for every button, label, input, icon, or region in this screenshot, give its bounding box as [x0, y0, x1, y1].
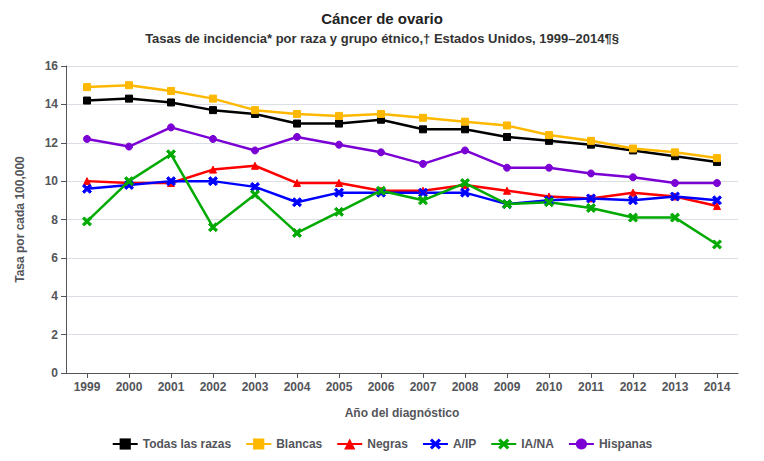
svg-text:Tasa por cada 100,000: Tasa por cada 100,000 [13, 156, 27, 283]
svg-text:Tasas de incidencia* por raza: Tasas de incidencia* por raza y grupo ét… [145, 31, 619, 46]
svg-text:Todas las razas: Todas las razas [143, 437, 232, 451]
svg-text:10: 10 [45, 174, 59, 188]
svg-text:Cáncer de ovario: Cáncer de ovario [321, 10, 443, 27]
svg-text:2004: 2004 [284, 380, 311, 394]
svg-text:2014: 2014 [704, 380, 731, 394]
svg-text:Blancas: Blancas [276, 437, 322, 451]
svg-text:2008: 2008 [452, 380, 479, 394]
svg-text:2011: 2011 [578, 380, 604, 394]
svg-text:1999: 1999 [74, 380, 101, 394]
svg-text:2009: 2009 [494, 380, 521, 394]
svg-text:2013: 2013 [662, 380, 689, 394]
svg-text:2010: 2010 [536, 380, 563, 394]
svg-text:2: 2 [51, 328, 58, 342]
svg-text:2006: 2006 [368, 380, 395, 394]
svg-text:2001: 2001 [158, 380, 185, 394]
svg-text:0: 0 [51, 366, 58, 380]
svg-text:2005: 2005 [326, 380, 353, 394]
svg-text:16: 16 [45, 59, 59, 73]
svg-text:IA/NA: IA/NA [521, 437, 554, 451]
svg-text:Año del diagnóstico: Año del diagnóstico [345, 406, 460, 420]
svg-text:Negras: Negras [367, 437, 408, 451]
svg-text:2007: 2007 [410, 380, 437, 394]
svg-text:A/IP: A/IP [453, 437, 476, 451]
svg-text:2003: 2003 [242, 380, 269, 394]
svg-text:2002: 2002 [200, 380, 227, 394]
svg-text:8: 8 [51, 213, 58, 227]
svg-text:2000: 2000 [116, 380, 143, 394]
svg-text:6: 6 [51, 251, 58, 265]
svg-text:2012: 2012 [620, 380, 647, 394]
svg-text:12: 12 [45, 136, 59, 150]
svg-text:Hispanas: Hispanas [599, 437, 653, 451]
svg-text:14: 14 [45, 97, 59, 111]
svg-text:4: 4 [51, 289, 58, 303]
